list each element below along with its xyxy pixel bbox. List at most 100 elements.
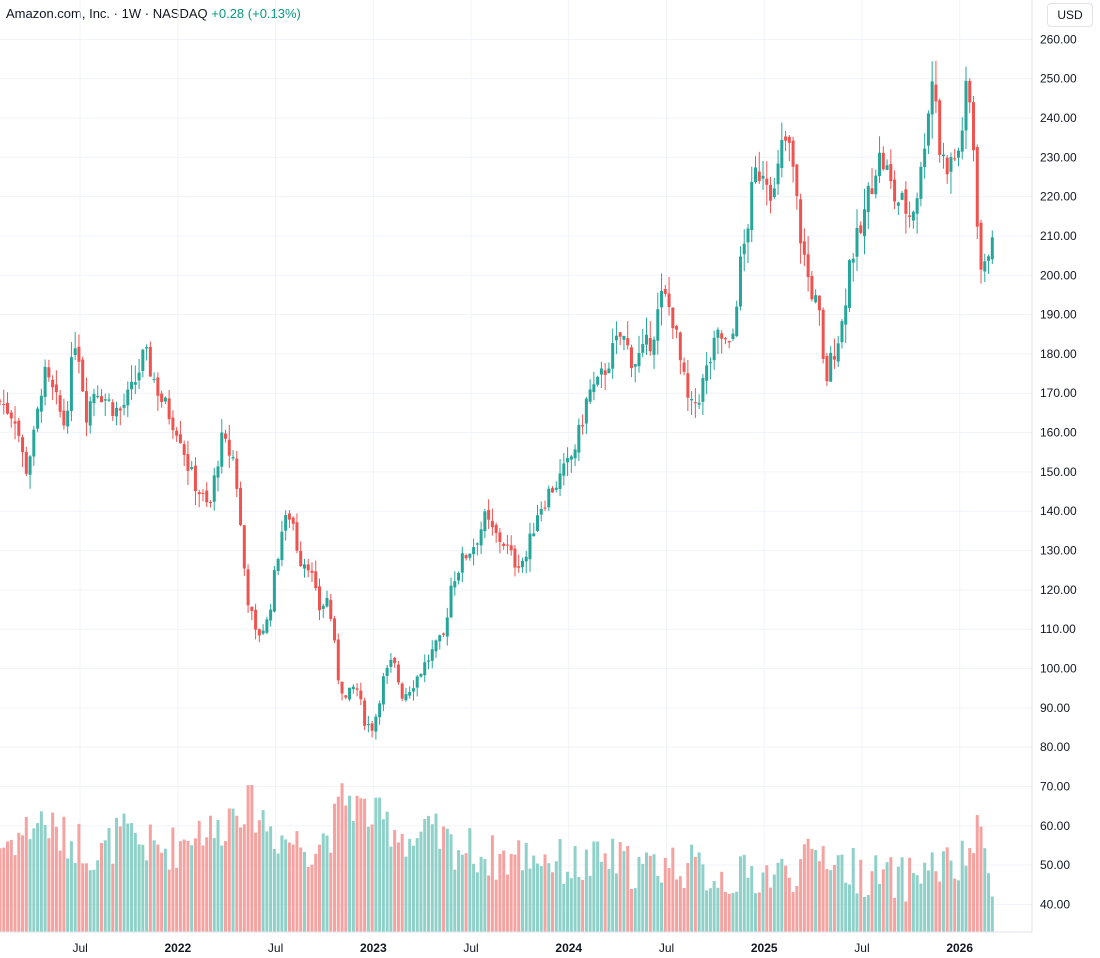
volume-bar [6, 841, 10, 932]
candle-body [558, 473, 562, 489]
candle-body [847, 260, 851, 308]
candle-body [757, 171, 761, 182]
volume-bar [847, 884, 851, 932]
candle-body [378, 703, 382, 718]
volume-bar [607, 869, 611, 932]
candle-body [738, 256, 742, 307]
candle-body [69, 357, 73, 412]
candle-body [964, 80, 968, 131]
volume-bar [302, 851, 306, 932]
volume-bar [28, 839, 32, 932]
volume-bar [735, 891, 739, 932]
volume-bar [408, 838, 412, 932]
volume-bar [419, 831, 423, 932]
candle-body [126, 389, 130, 406]
candle-body [269, 609, 273, 621]
volume-bar [363, 798, 367, 932]
volume-bar [156, 844, 160, 932]
volume-bar [197, 820, 201, 932]
price-axis[interactable]: 40.00 50.00 60.00 70.00 80.00 90.00 100.00 110.… [1040, 32, 1077, 911]
candle-body [197, 492, 201, 495]
time-axis[interactable]: Jul 2022 Jul 2023 Jul 2024 Jul 2025 Jul 2026 [72, 941, 973, 955]
candle-body [825, 356, 829, 382]
volume-bar [77, 823, 81, 932]
candle-body [930, 81, 934, 115]
volume-bar [321, 833, 325, 932]
volume-bar [216, 820, 220, 932]
candle-body [340, 681, 344, 694]
volume-bar [896, 866, 900, 932]
candle-body [178, 434, 182, 444]
candle-body [979, 222, 983, 270]
volume-bar [472, 863, 476, 932]
volume-bar [645, 852, 649, 932]
candle-body [945, 157, 949, 175]
volume-bar [295, 831, 299, 932]
volume-bar [569, 878, 573, 932]
volume-bar [941, 851, 945, 932]
volume-bar [32, 828, 36, 932]
candle-body [84, 391, 88, 423]
volume-bar [990, 896, 994, 932]
volume-bar [934, 871, 938, 932]
price-tick-label: 130.00 [1040, 544, 1077, 558]
currency-button[interactable]: USD [1047, 3, 1093, 27]
volume-bar [306, 866, 310, 932]
candle-body [81, 359, 85, 392]
candle-body [396, 664, 400, 683]
volume-bar [919, 883, 923, 932]
candle-body [103, 399, 107, 401]
volume-bar [178, 841, 182, 932]
volume-bar [487, 875, 491, 932]
volume-bar [611, 838, 615, 932]
candle-body [272, 570, 276, 612]
candle-body [641, 344, 645, 353]
volume-bar [908, 857, 912, 932]
volume-bar [863, 897, 867, 932]
volume-bar [671, 847, 675, 932]
volume-bar [675, 879, 679, 932]
candle-body [62, 410, 66, 426]
interval-label[interactable]: 1W [121, 6, 142, 21]
volume-bar [107, 828, 111, 932]
volume-bar [802, 844, 806, 932]
volume-bar [235, 815, 239, 932]
volume-bar [528, 868, 532, 932]
volume-bar [787, 877, 791, 932]
volume-bar [810, 848, 814, 932]
candle-body [257, 629, 261, 636]
volume-bar [47, 838, 51, 932]
candle-body [581, 425, 585, 427]
volume-bar [926, 870, 930, 932]
candle-body [551, 488, 555, 493]
volume-bar [712, 881, 716, 932]
price-tick-label: 230.00 [1040, 150, 1077, 164]
volume-bar [385, 811, 389, 932]
candle-body [438, 635, 442, 642]
candle-body [727, 340, 731, 343]
volume-bar [731, 893, 735, 932]
price-change: +0.28 (+0.13%) [211, 6, 301, 21]
volume-bar [51, 812, 55, 932]
volume-bar [769, 887, 773, 932]
candle-body [92, 393, 96, 404]
volume-bar [844, 882, 848, 932]
candle-body [885, 165, 889, 170]
volume-bar [468, 828, 472, 932]
candle-body [133, 382, 137, 385]
candle-body [317, 586, 321, 611]
volume-bar [558, 839, 562, 932]
volume-bar [660, 882, 664, 932]
candle-body [348, 687, 352, 700]
time-tick-label: Jul [268, 941, 283, 955]
volume-bar [806, 838, 810, 932]
candle-body [445, 617, 449, 637]
price-tick-label: 60.00 [1040, 819, 1070, 833]
volume-bar [972, 853, 976, 932]
volume-bar [799, 859, 803, 932]
volume-bar [54, 826, 58, 932]
volume-bar [667, 868, 671, 932]
volume-bar [359, 798, 363, 932]
candle-body [54, 384, 58, 393]
